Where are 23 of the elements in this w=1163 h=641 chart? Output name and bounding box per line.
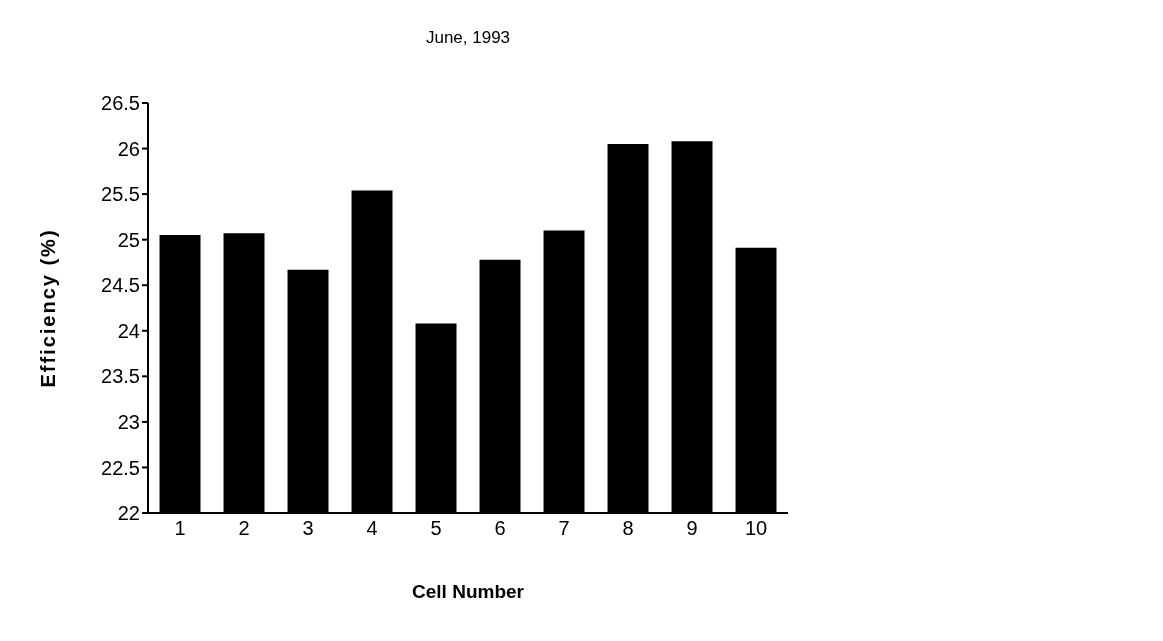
x-tick-label: 4 [366, 517, 378, 540]
x-tick-label: 6 [494, 517, 506, 540]
y-tick-label: 25.5 [101, 183, 140, 206]
y-tick-label: 22 [117, 502, 140, 525]
y-tick-label: 24 [117, 319, 140, 342]
y-tick-label: 26.5 [101, 92, 140, 115]
y-tick-label: 26 [117, 137, 140, 160]
y-tick-label: 23.5 [101, 365, 140, 388]
x-axis-title: Cell Number [412, 581, 525, 602]
x-tick-label: 9 [686, 517, 698, 540]
y-tick-label: 23 [117, 410, 140, 433]
x-tick-label: 10 [744, 517, 768, 540]
x-tick-label: 1 [174, 517, 186, 540]
y-tick-label: 22.5 [101, 456, 140, 479]
y-tick-label: 24.5 [101, 274, 140, 297]
x-tick-label: 5 [430, 517, 442, 540]
x-tick-label: 7 [558, 517, 570, 540]
chart-title: June, 1993 [424, 28, 512, 48]
y-tick-label: 25 [117, 228, 140, 251]
x-tick-label: 2 [238, 517, 250, 540]
y-axis-title: Efficiency (%) [37, 228, 60, 388]
x-tick-label: 3 [302, 517, 314, 540]
x-tick-label: 8 [622, 517, 634, 540]
